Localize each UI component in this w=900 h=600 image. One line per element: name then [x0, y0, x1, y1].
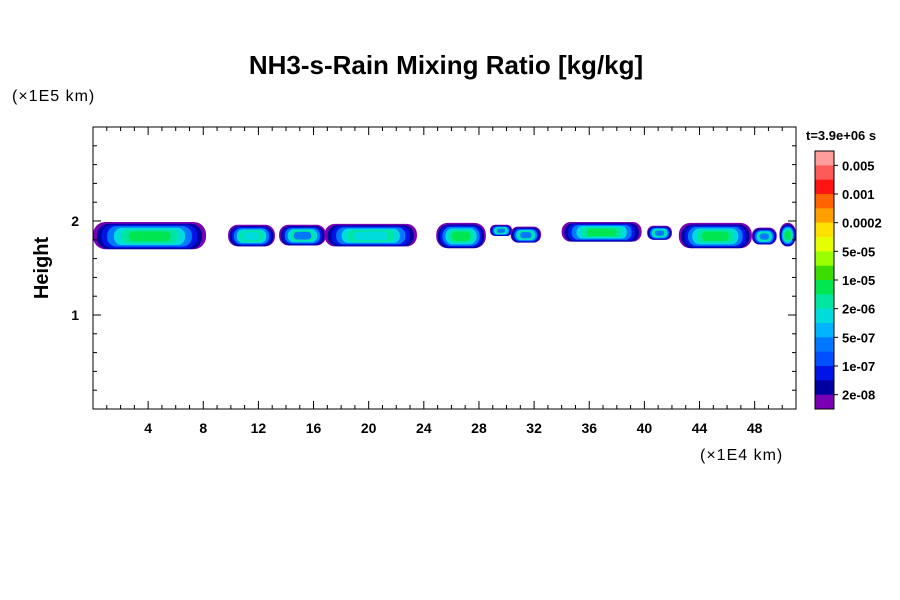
colorbar-swatch — [815, 280, 834, 295]
colorbar-swatch — [815, 237, 834, 252]
colorbar-swatch — [815, 394, 834, 410]
x-tick-label: 40 — [637, 420, 653, 436]
colorbar-label: 0.005 — [842, 158, 875, 173]
colorbar-swatch — [815, 366, 834, 381]
time-label: t=3.9e+06 s — [806, 128, 876, 143]
colorbar-label: 2e-08 — [842, 388, 875, 403]
colorbar-swatch — [815, 165, 834, 180]
colorbar-label: 1e-07 — [842, 359, 875, 374]
x-tick-label: 24 — [416, 420, 432, 436]
cloud-cell-band — [701, 231, 729, 242]
cloud-cell-band — [128, 231, 171, 242]
cloud-cell-band — [293, 231, 312, 240]
colorbar-label: 5e-07 — [842, 330, 875, 345]
x-tick-label: 48 — [747, 420, 763, 436]
colorbar-swatch — [815, 265, 834, 281]
y-tick-label: 1 — [71, 307, 79, 323]
x-tick-label: 12 — [251, 420, 267, 436]
x-tick-label: 44 — [692, 420, 708, 436]
x-tick-label: 28 — [471, 420, 487, 436]
cloud-cell-band — [784, 230, 791, 240]
plot-frame — [92, 126, 797, 410]
x-tick-label: 32 — [526, 420, 542, 436]
x-axis-ticks: 4 8 12 16 20 24 28 32 36 40 44 48 — [106, 127, 783, 436]
cloud-cell-band — [520, 232, 532, 239]
colorbar-swatch — [815, 308, 834, 324]
cloud-cell-band — [496, 228, 506, 233]
colorbar-swatch — [815, 251, 834, 266]
cloud-cell-band — [759, 233, 769, 240]
y-tick-label: 2 — [71, 213, 79, 229]
x-tick-label: 16 — [306, 420, 322, 436]
y-axis-unit: (×1E5 km) — [12, 88, 95, 105]
colorbar: 0.005 0.001 0.0002 5e-05 1e-05 2e-06 5e-07 1e-0… — [814, 150, 882, 410]
cloud-cell-band — [242, 232, 261, 241]
y-axis-label: Height — [31, 237, 53, 300]
x-tick-label: 8 — [199, 420, 207, 436]
cloud-cell-band — [586, 228, 617, 237]
colorbar-label: 2e-06 — [842, 302, 875, 317]
colorbar-swatch — [815, 222, 834, 238]
x-tick-label: 36 — [581, 420, 597, 436]
colorbar-swatch — [815, 380, 834, 395]
colorbar-label: 0.001 — [842, 187, 875, 202]
x-tick-label: 20 — [361, 420, 377, 436]
colorbar-label: 0.0002 — [842, 216, 882, 231]
colorbar-swatch — [815, 208, 834, 223]
cloud-cell-band — [654, 230, 665, 236]
x-axis-unit: (×1E4 km) — [700, 447, 783, 464]
colorbar-swatch — [815, 323, 834, 338]
colorbar-label: 5e-05 — [842, 244, 875, 259]
colorbar-swatch — [815, 351, 834, 367]
colorbar-swatch — [815, 194, 834, 209]
y-axis-ticks: 12 — [71, 145, 796, 391]
chart-title: NH3-s-Rain Mixing Ratio [kg/kg] — [249, 50, 643, 80]
colorbar-swatch — [815, 337, 834, 352]
cloud-cell-band — [451, 231, 471, 242]
x-tick-label: 4 — [144, 420, 152, 436]
colorbar-label: 1e-05 — [842, 273, 875, 288]
colorbar-swatch — [815, 151, 834, 166]
colorbar-swatch — [815, 179, 834, 195]
cloud-layer — [93, 221, 796, 250]
cloud-cell-band — [353, 231, 388, 240]
colorbar-swatch — [815, 294, 834, 309]
